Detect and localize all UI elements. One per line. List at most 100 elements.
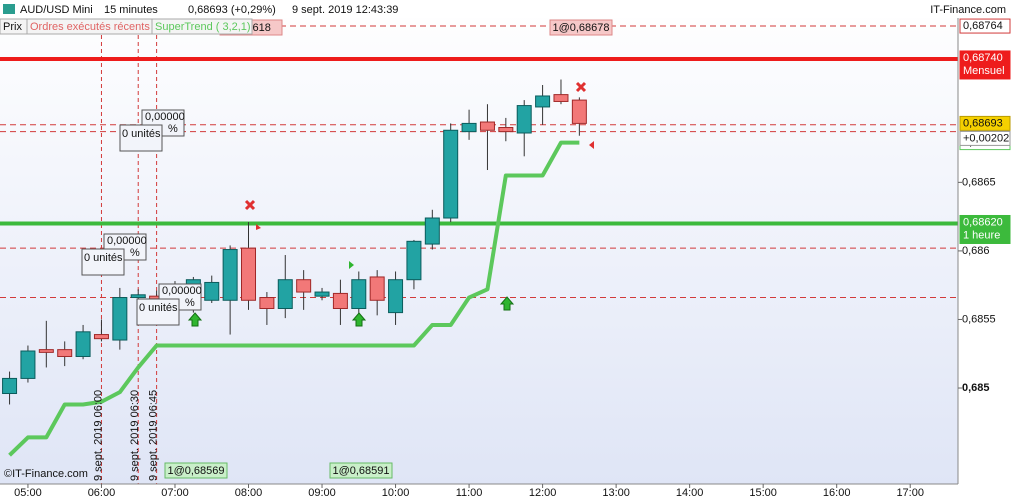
candle-body <box>259 297 275 309</box>
candle-body <box>424 217 440 245</box>
candle-body <box>369 276 385 301</box>
trade-box <box>136 298 180 326</box>
plot-background <box>0 0 958 484</box>
order-tag-label: 1@0,68678 <box>552 22 609 34</box>
change-box <box>959 130 1011 146</box>
candle-body <box>75 331 91 357</box>
order-tag <box>164 462 228 479</box>
change-label: +0,00202 <box>963 132 1009 144</box>
back-layer <box>0 0 958 484</box>
instrument: AUD/USD Mini <box>20 4 93 16</box>
legend-item[interactable]: Ordres exécutés récents <box>30 21 150 33</box>
trade-box <box>81 248 125 276</box>
candle-body <box>57 349 73 357</box>
y-tick-label: 0,685 <box>962 382 990 394</box>
order-tag <box>329 462 393 479</box>
candle-body <box>20 350 36 379</box>
sell-signal <box>244 199 256 211</box>
buy-signal <box>187 312 203 327</box>
order-tag <box>549 19 613 36</box>
x-tick-label: 11:00 <box>456 487 483 499</box>
axis-layer: 0,685 0,6855 0,686 0,6865 05:00 06:00 07:00 08:… <box>14 18 1011 499</box>
main-layer <box>2 79 587 457</box>
signal-triangle <box>256 224 261 230</box>
candle-body <box>406 240 422 281</box>
trade-amount: 0,00000 <box>107 235 147 247</box>
candle-body <box>296 279 312 293</box>
level-box <box>959 50 1011 80</box>
candle-body <box>204 281 220 301</box>
logo <box>3 4 15 14</box>
trade-units: 0 unités <box>139 302 178 314</box>
candle-body <box>241 247 257 301</box>
order-tag-label: 1@0,68591 <box>332 465 389 477</box>
front-layer: 9 sept. 2019 06:00 9 sept. 2019 06:30 9 se… <box>81 19 613 481</box>
level-name: 1 heure <box>963 229 1000 241</box>
candle-body <box>314 291 330 297</box>
sell-signal <box>575 81 587 93</box>
x-tick-label: 17:00 <box>896 487 924 499</box>
x-tick-label: 13:00 <box>602 487 630 499</box>
level-name: Mensuel <box>963 65 1005 77</box>
legend-box[interactable] <box>151 18 253 35</box>
legend-item[interactable]: Prix <box>3 21 22 33</box>
trade-units: 0 unités <box>122 128 161 140</box>
candle-body <box>112 297 128 341</box>
candle-body <box>571 99 587 124</box>
level-label: 0,68740 <box>963 52 1003 64</box>
x-tick-label: 06:00 <box>88 487 116 499</box>
x-tick-label: 16:00 <box>823 487 851 499</box>
last-price-box <box>959 115 1011 131</box>
level-label: 0,68764 <box>963 20 1003 32</box>
legend-item[interactable]: SuperTrend ( 3,2,1) <box>155 21 251 33</box>
vertical-label: 9 sept. 2019 06:00 <box>92 390 104 481</box>
trade-amount: 0,00000 <box>145 111 185 123</box>
buy-signal <box>351 312 367 327</box>
price-axis <box>958 18 1012 484</box>
buy-signal <box>499 296 515 311</box>
trade-amount: 0,00000 <box>162 285 202 297</box>
interval: 15 minutes <box>104 4 158 16</box>
candle-body <box>553 94 569 102</box>
candle-body <box>38 349 54 353</box>
x-tick-label: 10:00 <box>382 487 410 499</box>
level-label: 0,68620 <box>963 216 1003 228</box>
candle-body <box>93 334 109 340</box>
time-axis <box>0 484 1012 500</box>
candle-body <box>222 249 238 301</box>
signal-triangle <box>349 261 354 269</box>
candle-body <box>535 95 551 108</box>
x-tick-label: 12:00 <box>529 487 557 499</box>
trade-pct: % <box>168 123 178 135</box>
candle-body <box>332 292 348 309</box>
supertrend-line <box>8 140 580 457</box>
vertical-label: 9 sept. 2019 06:45 <box>148 390 160 481</box>
candle-body <box>130 294 146 299</box>
candle-body <box>443 129 459 219</box>
trade-pct: % <box>130 247 140 259</box>
x-tick-label: 14:00 <box>676 487 704 499</box>
candle-body <box>516 105 532 134</box>
vertical-label: 9 sept. 2019 06:30 <box>129 390 141 481</box>
datetime: 9 sept. 2019 12:43:39 <box>292 4 398 16</box>
trade-box <box>119 124 163 152</box>
header-bar <box>0 0 1012 18</box>
candle-body <box>2 377 18 395</box>
signals <box>187 81 594 327</box>
x-tick-label: 07:00 <box>161 487 189 499</box>
price-header: 0,68693 (+0,29%) <box>188 4 276 16</box>
y-tick-label: 0,686 <box>962 245 990 257</box>
brand: IT-Finance.com <box>930 4 1006 16</box>
trade-units: 0 unités <box>84 252 123 264</box>
candle-body <box>351 279 367 309</box>
trade-pct: % <box>185 297 195 309</box>
y-tick-label: 0,6865 <box>962 176 996 188</box>
x-tick-label: 15:00 <box>749 487 777 499</box>
candle-body <box>479 121 495 131</box>
level-box <box>959 214 1011 244</box>
x-tick-label: 05:00 <box>14 487 42 499</box>
y-tick-label: 0,6855 <box>962 313 996 325</box>
order-tag-label: 1@0,68569 <box>167 465 224 477</box>
